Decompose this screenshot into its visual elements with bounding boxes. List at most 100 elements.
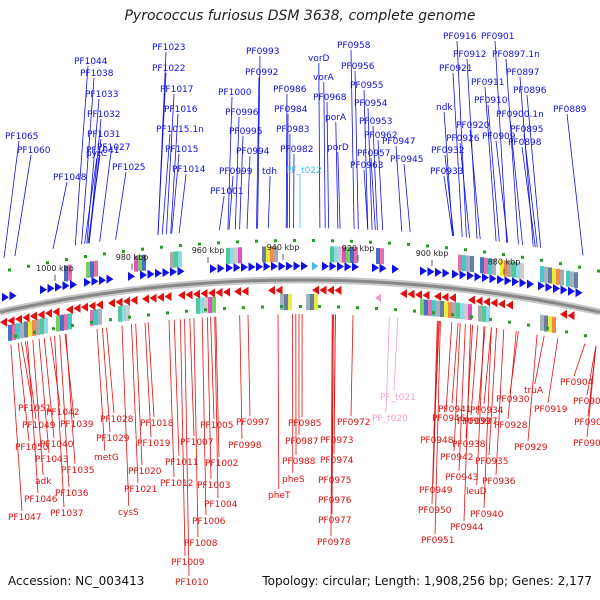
- gene-label[interactable]: PF1005: [200, 421, 234, 431]
- gene-label[interactable]: PF1017: [160, 85, 194, 95]
- gene-label[interactable]: PF0904: [560, 378, 594, 388]
- gene-label[interactable]: PF1015.1n: [156, 125, 204, 135]
- gene-label[interactable]: PF1048: [53, 173, 87, 183]
- gene-label[interactable]: PF0968: [313, 93, 347, 103]
- gene-label[interactable]: PF1032: [87, 110, 121, 120]
- gene-label[interactable]: PF0978: [317, 538, 351, 548]
- gene-label[interactable]: PF0953: [359, 117, 393, 127]
- gene-label[interactable]: PF1041: [86, 146, 120, 156]
- gene-label[interactable]: cysS: [118, 508, 139, 518]
- gene-label[interactable]: PF1043: [35, 455, 69, 465]
- gene-label[interactable]: truA: [524, 386, 544, 396]
- gene-label[interactable]: pheS: [282, 475, 305, 485]
- gene-label[interactable]: PF1018: [140, 419, 174, 429]
- gene-label[interactable]: PF1021: [124, 485, 158, 495]
- gene-label[interactable]: adk: [35, 477, 52, 487]
- gene-label[interactable]: PF0975: [318, 476, 352, 486]
- gene-label[interactable]: PF1020: [128, 467, 162, 477]
- gene-label[interactable]: PF0895: [510, 125, 544, 135]
- gene-label[interactable]: PF1028: [100, 415, 134, 425]
- gene-label[interactable]: PF1039: [60, 420, 94, 430]
- gene-label[interactable]: PF0932: [431, 146, 465, 156]
- gene-label[interactable]: PF0930: [496, 395, 530, 405]
- gene-label[interactable]: PF1027: [97, 143, 131, 153]
- gene-label[interactable]: PF0920: [456, 121, 490, 131]
- gene-label[interactable]: PF_t022: [286, 166, 322, 176]
- gene-label[interactable]: PF0988: [282, 457, 316, 467]
- gene-label[interactable]: PF1019: [137, 439, 171, 449]
- gene-label[interactable]: pheT: [268, 491, 291, 501]
- gene-label[interactable]: PF1016: [164, 105, 198, 115]
- gene-label[interactable]: PF1042: [46, 408, 80, 418]
- gene-label[interactable]: PF1011: [165, 458, 199, 468]
- gene-label[interactable]: PF0906: [574, 418, 600, 428]
- gene-label[interactable]: PF1036: [55, 489, 89, 499]
- gene-label[interactable]: PF0926: [446, 134, 480, 144]
- gene-label[interactable]: PF0949: [419, 486, 453, 496]
- gene-label[interactable]: PF0999: [219, 167, 253, 177]
- gene-label[interactable]: PF1044: [74, 57, 108, 67]
- gene-label[interactable]: PF0911: [471, 78, 505, 88]
- gene-label[interactable]: PF0950: [418, 506, 452, 516]
- gene-label[interactable]: PF0929: [514, 443, 548, 453]
- gene-label[interactable]: PF1040: [40, 440, 74, 450]
- gene-label[interactable]: PF0919: [534, 405, 568, 415]
- gene-label[interactable]: PF_t020: [372, 414, 408, 424]
- gene-label[interactable]: PF1065: [5, 132, 39, 142]
- gene-label[interactable]: PF1009: [171, 558, 205, 568]
- gene-label[interactable]: PF0963: [350, 161, 384, 171]
- gene-label[interactable]: PF0897.1n: [492, 50, 540, 60]
- gene-label[interactable]: PF1029: [96, 434, 130, 444]
- gene-label[interactable]: PF0905: [573, 397, 600, 407]
- gene-label[interactable]: PF0951: [421, 536, 455, 546]
- gene-label[interactable]: PF0945: [390, 155, 424, 165]
- gene-label[interactable]: PF0948: [420, 436, 454, 446]
- gene-label[interactable]: PF0987: [285, 437, 319, 447]
- gene-label[interactable]: PF0992: [245, 68, 279, 78]
- gene-label[interactable]: PF0916: [443, 32, 477, 42]
- gene-label[interactable]: PF1031: [87, 130, 121, 140]
- gene-label[interactable]: PF0921: [439, 64, 473, 74]
- gene-label[interactable]: PF0972: [337, 418, 371, 428]
- gene-label[interactable]: PF1025: [112, 163, 146, 173]
- gene-label[interactable]: PF1003: [197, 481, 231, 491]
- gene-label[interactable]: ndk: [436, 103, 453, 113]
- gene-label[interactable]: PF0947: [382, 137, 416, 147]
- gene-label[interactable]: vorA: [313, 73, 335, 83]
- gene-label[interactable]: PF0994: [236, 147, 270, 157]
- gene-label[interactable]: PF0928: [494, 421, 528, 431]
- gene-label[interactable]: PF0946: [432, 414, 466, 424]
- gene-label[interactable]: PF1037: [50, 509, 84, 519]
- gene-label[interactable]: PF0982: [280, 145, 314, 155]
- gene-label[interactable]: PF0983: [276, 125, 310, 135]
- gene-label[interactable]: PF0937: [464, 417, 498, 427]
- gene-label[interactable]: PF0977: [318, 516, 352, 526]
- gene-label[interactable]: PF0962: [364, 131, 398, 141]
- gene-label[interactable]: PF1000: [218, 88, 252, 98]
- gene-label[interactable]: PF1050: [15, 443, 49, 453]
- gene-label[interactable]: PF0997: [236, 418, 270, 428]
- gene-label[interactable]: PF1004: [204, 500, 238, 510]
- gene-label[interactable]: leuD: [466, 487, 487, 497]
- gene-label[interactable]: PF1033: [85, 90, 119, 100]
- gene-label[interactable]: PF1012: [160, 479, 194, 489]
- gene-label[interactable]: PF1001: [210, 187, 244, 197]
- gene-label[interactable]: PF1010: [175, 578, 209, 588]
- gene-label[interactable]: PF0907: [573, 439, 600, 449]
- gene-label[interactable]: metG: [94, 453, 119, 463]
- gene-label[interactable]: PF0936: [482, 477, 516, 487]
- gene-label[interactable]: PF0986: [273, 85, 307, 95]
- gene-label[interactable]: PF0909: [482, 132, 516, 142]
- gene-label[interactable]: PF0942: [440, 453, 474, 463]
- gene-label[interactable]: PF0889: [553, 105, 587, 115]
- gene-label[interactable]: vorD: [308, 54, 330, 64]
- gene-label[interactable]: tdh: [262, 167, 277, 177]
- gene-label[interactable]: PF1035: [61, 466, 95, 476]
- gene-label[interactable]: PF0934: [470, 406, 504, 416]
- gene-label[interactable]: PF0954: [354, 99, 388, 109]
- gene-label[interactable]: PF0976: [318, 496, 352, 506]
- gene-label[interactable]: PF0996: [225, 108, 259, 118]
- gene-label[interactable]: PF0912: [453, 50, 487, 60]
- gene-label[interactable]: PF0955: [350, 81, 384, 91]
- gene-label[interactable]: porA: [325, 113, 347, 123]
